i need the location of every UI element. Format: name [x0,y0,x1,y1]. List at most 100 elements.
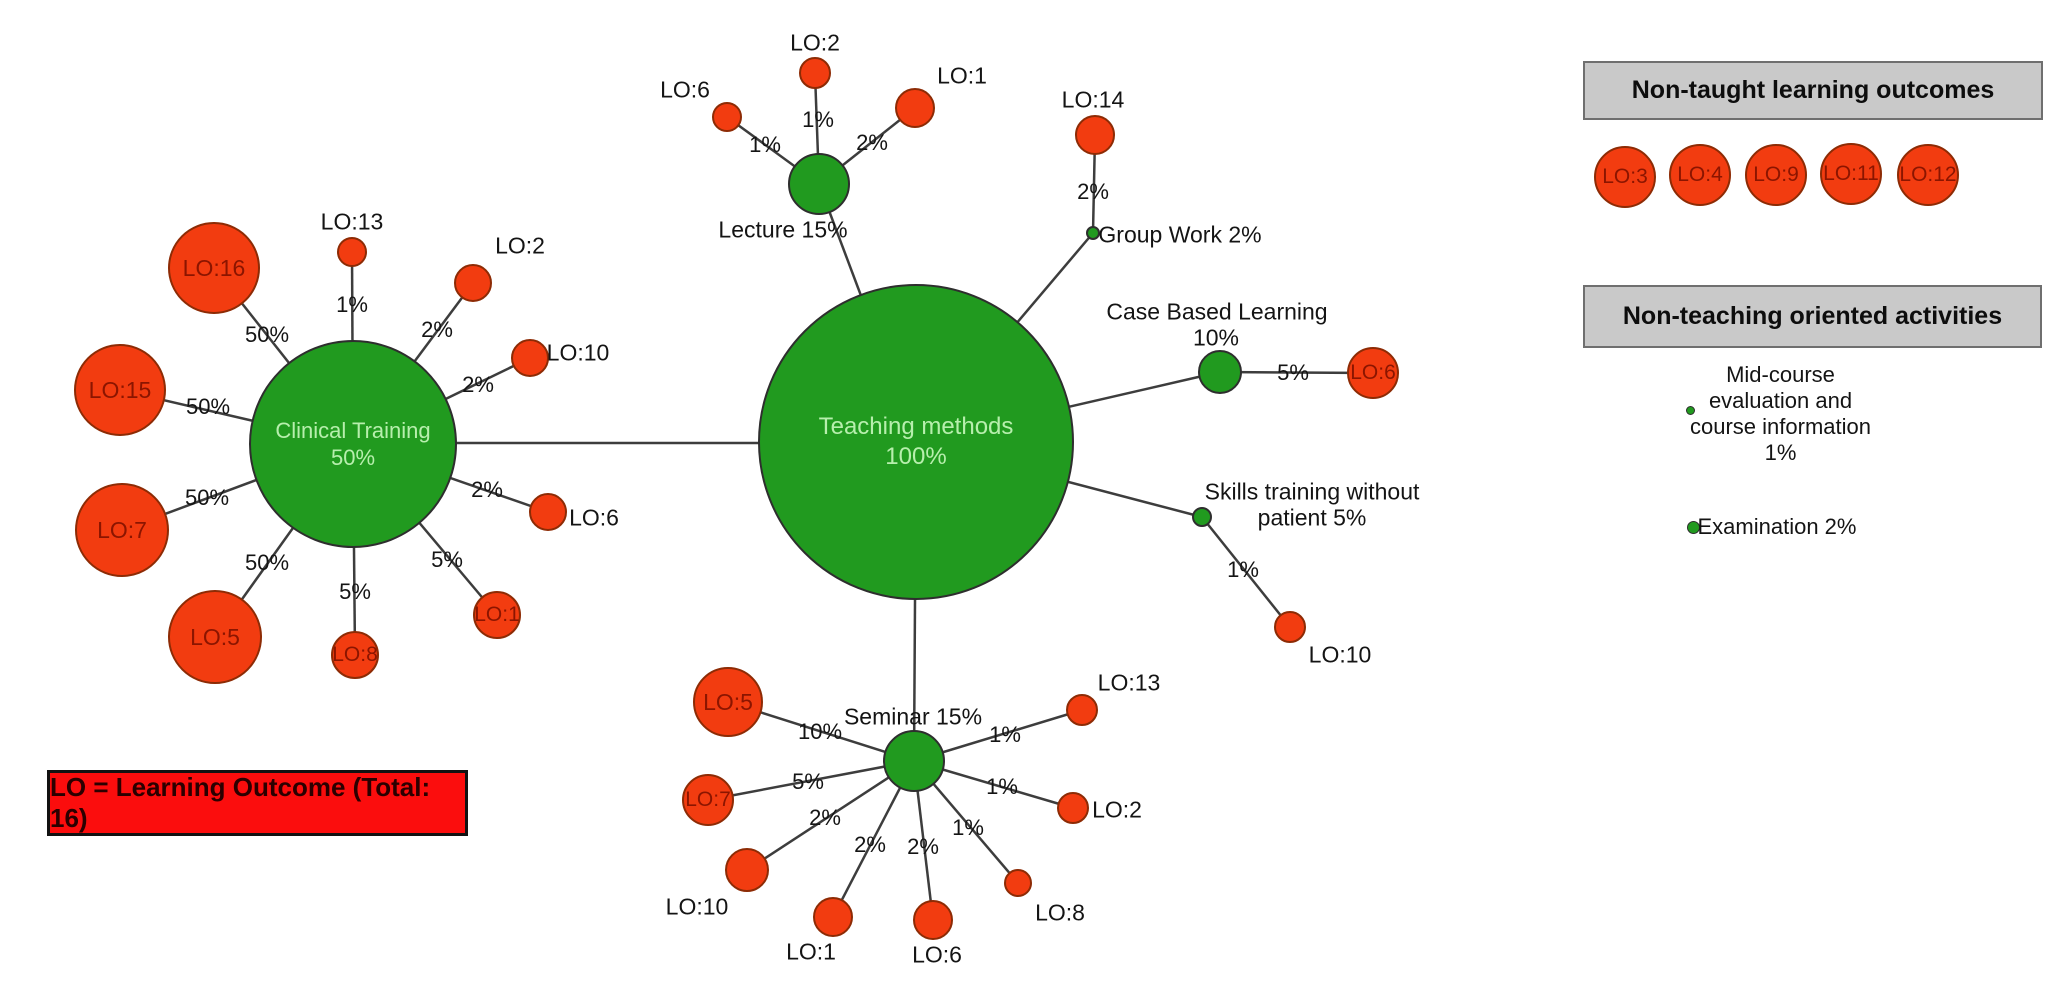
node-seminar-lo6 [913,900,953,940]
seminar-lo8-label: LO:8 [1035,899,1085,926]
seminar-lo7-label: LO:7 [685,788,731,811]
node-nontaught-lo9: LO:9 [1745,144,1807,206]
node-seminar-lo7: LO:7 [682,774,734,826]
teaching-methods-label-line2: 100% [885,443,947,470]
seminar-lo6-pct: 2% [907,834,939,859]
seminar-lo13-label: LO:13 [1097,669,1161,696]
non-taught-header: Non-taught learning outcomes [1583,61,2043,120]
teaching-methods-label: Teaching methods 100% [819,412,1014,472]
node-seminar-lo8 [1004,869,1032,897]
seminar-lo13-pct: 1% [989,722,1021,747]
node-seminar-lo10 [725,848,769,892]
case-based-label-line2: 10% [1192,324,1240,351]
nontaught-lo9-label: LO:9 [1753,163,1799,186]
node-seminar-lo5: LO:5 [693,667,763,737]
seminar-lo5-label: LO:5 [703,688,753,715]
node-nontaught-lo11: LO:11 [1820,143,1882,205]
clinical-lo15-pct: 50% [185,394,231,419]
clinical-lo7-label: LO:7 [97,516,147,543]
node-clinical-lo2 [454,264,492,302]
nontaught-lo12-label: LO:12 [1899,163,1957,186]
node-seminar-lo13 [1066,694,1098,726]
seminar-lo10-pct: 2% [809,805,841,830]
clinical-training-label: Clinical Training 50% [275,417,431,471]
node-clinical-lo7: LO:7 [75,483,169,577]
mid-course-dot [1686,406,1695,415]
non-teaching-header: Non-teaching oriented activities [1583,285,2042,348]
clinical-lo6-label: LO:6 [569,504,619,531]
clinical-lo8-label: LO:8 [332,643,378,666]
node-groupwork-lo14 [1075,115,1115,155]
seminar-lo2-label: LO:2 [1092,796,1142,823]
node-nontaught-lo4: LO:4 [1669,144,1731,206]
mid-course-line2: evaluation and [1708,388,1853,413]
node-clinical-lo16: LO:16 [168,222,260,314]
seminar-label: Seminar 15% [843,703,983,730]
clinical-lo16-label: LO:16 [182,254,246,281]
lecture-lo6-pct: 1% [749,132,781,157]
node-clinical-lo15: LO:15 [74,344,166,436]
node-skills-training [1192,507,1212,527]
seminar-lo7-pct: 5% [792,769,824,794]
mid-course-line1: Mid-course [1726,362,1835,387]
nontaught-lo3-label: LO:3 [1602,165,1648,188]
node-case-based-learning [1198,350,1242,394]
node-seminar-lo1 [813,897,853,937]
clinical-lo7-pct: 50% [184,485,230,510]
node-clinical-lo6 [529,493,567,531]
node-clinical-lo5: LO:5 [168,590,262,684]
node-lecture-lo2 [799,57,831,89]
skills-label-line2: patient 5% [1257,504,1367,531]
teaching-methods-label-line1: Teaching methods [818,413,1014,440]
clinical-lo8-pct: 5% [339,579,371,604]
legend-box: LO = Learning Outcome (Total: 16) [47,770,468,836]
case-lo6-label: LO:6 [1350,361,1396,384]
skills-lo10-label: LO:10 [1308,641,1372,668]
case-based-label-line1: Case Based Learning [1106,298,1328,325]
clinical-lo13-pct: 1% [336,292,368,317]
skills-label-line1: Skills training without [1204,478,1420,505]
node-clinical-lo8: LO:8 [331,631,379,679]
mid-course-line4: 1% [1764,440,1797,465]
node-clinical-lo13 [337,237,367,267]
seminar-lo6-label: LO:6 [912,941,962,968]
node-nontaught-lo12: LO:12 [1897,144,1959,206]
node-lecture-lo6 [712,102,742,132]
seminar-lo1-label: LO:1 [786,938,836,965]
clinical-lo16-pct: 50% [244,322,290,347]
clinical-lo5-pct: 50% [244,550,290,575]
clinical-lo1-pct: 5% [431,547,463,572]
seminar-lo2-pct: 1% [986,774,1018,799]
clinical-lo10-pct: 2% [462,372,494,397]
groupwork-lo14-label: LO:14 [1061,86,1125,113]
lecture-lo6-label: LO:6 [660,76,710,103]
node-nontaught-lo3: LO:3 [1594,146,1656,208]
lecture-lo2-pct: 1% [802,107,834,132]
clinical-lo6-pct: 2% [471,477,503,502]
clinical-lo10-label: LO:10 [546,339,610,366]
lecture-lo2-label: LO:2 [790,29,840,56]
node-seminar [883,730,945,792]
node-clinical-lo10 [511,339,549,377]
node-seminar-lo2 [1057,792,1089,824]
node-case-lo6: LO:6 [1347,347,1399,399]
node-lecture-lo1 [895,88,935,128]
seminar-lo5-pct: 10% [797,719,843,744]
node-teaching-methods: Teaching methods 100% [758,284,1074,600]
node-group-work [1086,226,1100,240]
node-clinical-lo1: LO:1 [473,591,521,639]
groupwork-lo14-pct: 2% [1077,179,1109,204]
clinical-lo2-pct: 2% [421,317,453,342]
seminar-lo8-pct: 1% [952,815,984,840]
non-taught-title: Non-taught learning outcomes [1631,76,1995,104]
examination-dot [1687,521,1700,534]
skills-lo10-pct: 1% [1227,557,1259,582]
non-teaching-title: Non-teaching oriented activities [1622,302,2003,330]
mid-course-line3: course information [1690,414,1871,439]
lecture-lo1-label: LO:1 [937,62,987,89]
node-skills-lo10 [1274,611,1306,643]
nontaught-lo4-label: LO:4 [1677,163,1723,186]
nontaught-lo11-label: LO:11 [1823,162,1879,185]
lecture-label: Lecture 15% [718,216,848,243]
